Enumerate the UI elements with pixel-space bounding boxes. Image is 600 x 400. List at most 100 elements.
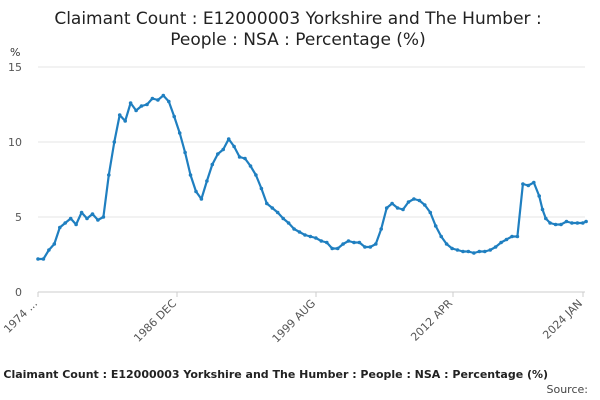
data-point (341, 242, 345, 246)
data-point (216, 152, 220, 156)
data-point (226, 137, 231, 141)
data-point (526, 183, 531, 188)
data-point (553, 222, 558, 227)
data-point (325, 240, 329, 245)
data-point (584, 219, 588, 224)
data-point (450, 246, 454, 251)
y-tick-label: 0 (15, 286, 22, 299)
data-point (439, 234, 444, 239)
chart-title-line2: People : NSA : Percentage (%) (170, 30, 425, 50)
y-tick-label: 15 (8, 61, 22, 74)
data-point (308, 234, 313, 239)
y-axis-unit-label: % (10, 46, 20, 59)
data-point (570, 221, 574, 225)
data-point (205, 179, 209, 183)
data-point (58, 225, 62, 230)
x-tick-label: 2012 APR (408, 297, 455, 344)
data-point (145, 102, 149, 107)
data-point (52, 242, 57, 246)
data-point (85, 216, 89, 221)
series-line-group (36, 93, 588, 261)
legend-entry: - Claimant Count : E12000003 Yorkshire a… (0, 368, 548, 381)
data-point (221, 147, 225, 152)
data-point (466, 249, 471, 254)
data-point (510, 234, 514, 239)
data-point (521, 182, 525, 186)
data-point (112, 140, 117, 144)
data-point (128, 101, 133, 105)
chart-title-line1: Claimant Count : E12000003 Yorkshire and… (54, 9, 541, 29)
data-point (172, 114, 176, 119)
data-point (412, 197, 416, 201)
data-point (575, 221, 580, 225)
data-point (265, 201, 269, 206)
data-point (493, 245, 498, 249)
data-point (357, 240, 362, 245)
data-point (123, 119, 127, 123)
data-point (444, 242, 449, 246)
data-point (156, 98, 160, 102)
data-point (243, 156, 247, 161)
data-point (544, 216, 548, 221)
data-point (390, 201, 394, 206)
data-point (368, 245, 373, 249)
data-point (532, 180, 536, 185)
data-point (47, 248, 51, 252)
data-point (199, 197, 204, 201)
data-point (384, 206, 389, 210)
data-point (161, 93, 166, 98)
data-point (107, 173, 111, 177)
data-point (379, 227, 384, 231)
data-point (188, 173, 193, 177)
data-point (488, 248, 493, 252)
data-point (515, 234, 520, 239)
data-point (177, 131, 182, 135)
data-point (101, 215, 106, 219)
data-point (79, 210, 84, 215)
x-tick-label: 1974 ... (1, 297, 40, 336)
x-tick-label: 1999 AUG (270, 297, 319, 346)
x-axis-ticks: 1974 ... 1986 DEC 1999 AUG 2012 APR 2024 JAN (1, 292, 585, 345)
data-point (210, 162, 215, 167)
data-point (41, 257, 46, 261)
y-axis-ticks: 0 5 10 15 (8, 61, 22, 299)
data-point (472, 251, 476, 255)
data-point (139, 104, 144, 108)
data-point (581, 221, 585, 225)
data-point (461, 249, 465, 254)
data-point (63, 221, 67, 225)
data-point (270, 206, 275, 210)
data-point (319, 239, 324, 243)
data-point (275, 210, 280, 215)
data-point (548, 221, 552, 225)
data-point (303, 233, 307, 237)
source-label: Source: (547, 383, 589, 396)
data-point (428, 210, 433, 215)
data-point (96, 218, 100, 222)
data-point (363, 245, 367, 249)
data-point (406, 200, 411, 204)
data-point (194, 189, 198, 194)
y-tick-label: 5 (15, 211, 22, 224)
data-point (232, 144, 236, 149)
data-point (433, 224, 438, 228)
data-point (259, 186, 264, 191)
data-point (286, 221, 291, 225)
data-point (564, 219, 569, 224)
data-point (36, 257, 40, 261)
data-point (90, 212, 95, 216)
series-line (38, 94, 587, 261)
data-point (455, 248, 460, 252)
data-point (559, 222, 563, 227)
x-tick-label: 2024 JAN (540, 297, 585, 342)
data-point (499, 240, 503, 245)
data-point (401, 207, 405, 212)
data-point (477, 249, 482, 254)
data-point (281, 216, 286, 221)
data-point (237, 155, 242, 159)
data-point (117, 113, 122, 117)
data-point (254, 173, 258, 177)
data-point (483, 249, 487, 254)
data-point (417, 198, 422, 203)
